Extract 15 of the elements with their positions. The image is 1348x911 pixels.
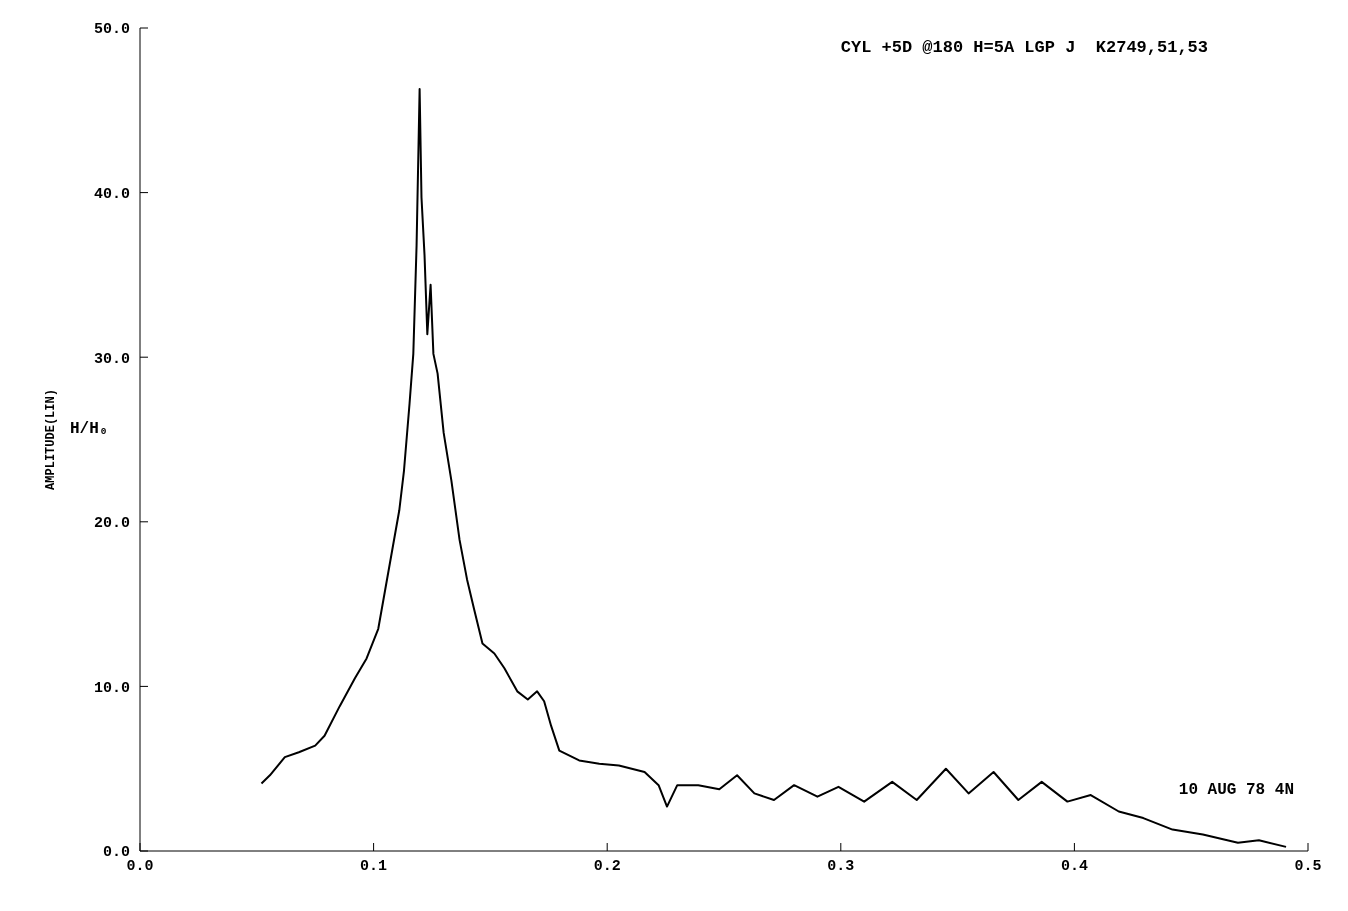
- x-tick-label: 0.1: [360, 857, 388, 875]
- y-tick-label: 30.0: [93, 350, 130, 368]
- y-tick-label: 50.0: [93, 21, 130, 39]
- annotation: 10 AUG 78 4N: [1178, 781, 1294, 799]
- x-tick-label: 0.2: [593, 857, 621, 875]
- x-tick-label: 0.3: [827, 857, 855, 875]
- y-tick-label: 10.0: [93, 679, 130, 697]
- x-tick-label: 0.4: [1060, 857, 1088, 875]
- y-axis-title: AMPLITUDE(LIN): [44, 389, 59, 490]
- text: CYL +5D @180 H=5A LGP J K2749,51,53: [840, 38, 1208, 57]
- y-tick-label: 20.0: [93, 515, 130, 533]
- text: H/H₀: [70, 419, 109, 438]
- x-tick-label: 0.5: [1294, 857, 1322, 875]
- y-tick-label: 40.0: [93, 185, 130, 203]
- x-tick-label: 0.0: [126, 857, 154, 875]
